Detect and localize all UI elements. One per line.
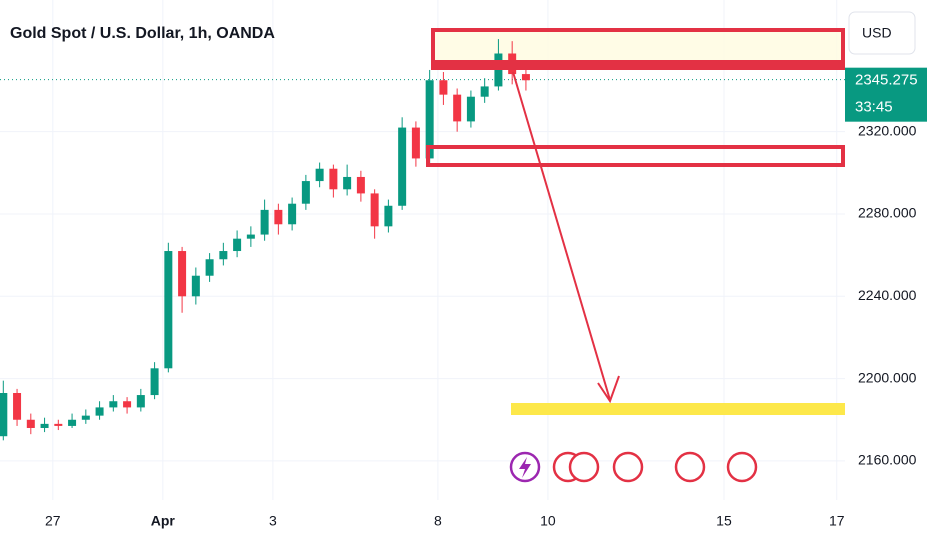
x-tick-label: 10 [540,513,556,529]
candle-body [233,238,242,252]
x-tick-label: Apr [151,513,176,529]
candles [0,39,530,441]
target-band [511,403,845,415]
candle-body [136,395,145,408]
candle-body [398,127,407,206]
y-tick-label: 2240.000 [858,287,917,303]
event-icon [674,451,706,483]
candle-body [81,415,90,420]
candle-body [246,234,255,239]
candle-body [411,127,420,159]
candle-body [95,407,104,416]
currency-button[interactable] [848,11,916,55]
candle-body [329,168,338,190]
candle-body [191,275,200,297]
arrow-line [512,71,611,401]
event-icon [726,451,758,483]
candle-body [480,86,489,97]
candle-body [40,423,49,428]
candle-body [219,251,228,260]
candle-body [260,209,269,235]
candle-body [164,251,173,369]
countdown: 33:45 [855,99,893,116]
candle-body [0,393,8,437]
y-tick-label: 2200.000 [858,369,917,385]
candle-body [205,259,214,276]
candle-body [356,176,365,194]
candle-body [425,80,434,159]
x-tick-label: 8 [434,513,442,529]
currency: USD [862,25,892,41]
y-tick-label: 2160.000 [858,452,917,468]
grid [0,0,845,500]
x-tick-label: 15 [716,513,732,529]
resistance-line-box [431,60,845,70]
support-box [426,145,845,167]
candle-body [384,205,393,227]
last-price-label: 2345.275 [855,72,918,89]
candle-body [178,251,187,297]
candle-body [466,96,475,122]
candle-body [453,94,462,122]
candle-body [274,209,283,225]
last-price-box [845,67,927,122]
candle-body [315,168,324,182]
candle-body [301,181,310,204]
x-tick-label: 17 [829,513,845,529]
candle-body [439,80,448,95]
candle-body [54,423,63,426]
candle-body [370,193,379,227]
candle-body [521,74,530,81]
candle-body [150,368,159,396]
arrow-head [597,375,620,404]
event-icon [612,451,644,483]
candle-body [13,393,22,420]
event-icon [568,451,600,483]
axis-labels: 2160.000 2200.000 2240.000 2280.000 2320.000… [45,67,927,529]
candle-body [288,203,297,225]
candle-body [109,401,118,408]
candle-body [26,419,35,428]
y-tick-label: 2320.000 [858,122,917,138]
x-tick-label: 3 [269,513,277,529]
candle-body [123,401,132,408]
event-icons [509,451,758,483]
candle-body [68,419,77,426]
lightning [519,457,531,478]
chart-title: Gold Spot / U.S. Dollar, 1h, OANDA [10,25,275,42]
y-tick-label: 2280.000 [858,205,917,221]
candle-body [343,176,352,190]
x-tick-label: 27 [45,513,61,529]
